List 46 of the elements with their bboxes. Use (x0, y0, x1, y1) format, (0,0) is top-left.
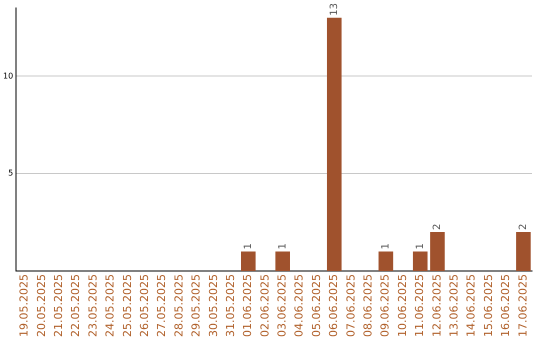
x-tick-label: 09.06.2025 (378, 274, 392, 338)
data-label: 2 (518, 224, 529, 230)
x-tick-label: 22.05.2025 (69, 274, 82, 338)
x-tick-label: 07.06.2025 (344, 274, 358, 338)
x-tick-label: 20.05.2025 (34, 274, 48, 338)
x-tick-label: 01.06.2025 (241, 274, 254, 338)
x-tick-label: 02.06.2025 (258, 274, 272, 338)
data-label: 2 (432, 224, 444, 230)
bar (378, 252, 394, 272)
x-tick-label: 10.06.2025 (396, 274, 409, 338)
x-tick-label: 06.06.2025 (327, 274, 340, 338)
x-tick-label: 21.05.2025 (52, 274, 66, 338)
x-tick-label: 23.05.2025 (86, 274, 100, 338)
bar (326, 18, 342, 272)
x-tick-label: 08.06.2025 (362, 274, 375, 338)
bar (430, 232, 445, 272)
x-tick-label: 19.05.2025 (18, 274, 31, 338)
data-label: 1 (380, 243, 392, 250)
x-tick-label: 16.06.2025 (499, 274, 512, 338)
x-tick-label: 05.06.2025 (310, 274, 323, 338)
x-tick-label: 03.06.2025 (276, 274, 289, 338)
bar (275, 252, 290, 272)
data-label: 13 (328, 3, 340, 16)
data-label: 1 (414, 243, 426, 250)
data-label: 1 (277, 243, 288, 250)
x-tick-label: 14.06.2025 (464, 274, 478, 338)
x-tick-label: 29.05.2025 (190, 274, 203, 338)
bar (240, 252, 256, 272)
x-tick-label: 24.05.2025 (104, 274, 117, 338)
x-tick-label: 15.06.2025 (482, 274, 495, 338)
x-tick-label: 17.06.2025 (516, 274, 530, 338)
y-tick-label: 5 (8, 168, 14, 178)
data-label: 1 (242, 243, 254, 250)
x-tick-label: 11.06.2025 (413, 274, 426, 338)
x-tick-label: 04.06.2025 (292, 274, 306, 338)
x-tick-label: 25.05.2025 (120, 274, 134, 338)
x-tick-label: 13.06.2025 (447, 274, 460, 338)
bar (412, 252, 428, 272)
bar (516, 232, 531, 272)
x-tick-label: 27.05.2025 (155, 274, 168, 338)
x-tick-label: 12.06.2025 (430, 274, 444, 338)
x-tick-label: 28.05.2025 (172, 274, 186, 338)
x-tick-label: 30.05.2025 (206, 274, 220, 338)
x-tick-label: 31.05.2025 (224, 274, 237, 338)
y-tick-label: 10 (2, 71, 14, 80)
x-tick-label: 26.05.2025 (138, 274, 151, 338)
